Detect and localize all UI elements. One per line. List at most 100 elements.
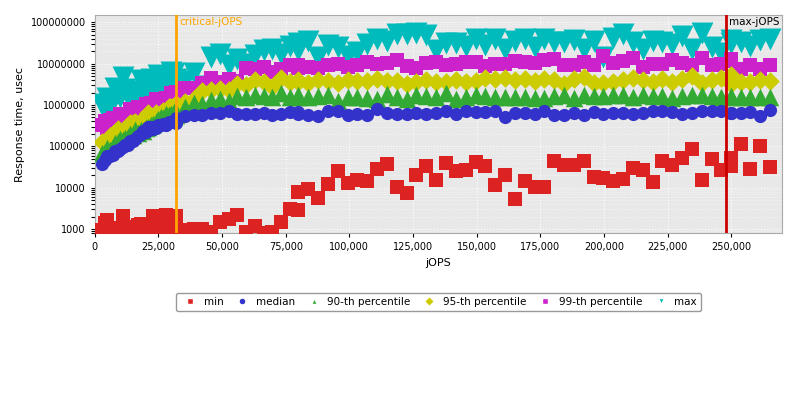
90-th percentile	[222, 98, 235, 105]
90-th percentile	[274, 90, 287, 96]
95-th percentile	[162, 104, 175, 110]
median	[187, 112, 200, 118]
max	[676, 33, 689, 39]
90-th percentile	[196, 100, 209, 107]
max	[342, 52, 354, 59]
90-th percentile	[103, 146, 116, 153]
99-th percentile	[111, 120, 124, 126]
95-th percentile	[322, 78, 334, 85]
99-th percentile	[150, 96, 162, 103]
95-th percentile	[410, 79, 423, 86]
95-th percentile	[636, 77, 649, 84]
median	[96, 161, 109, 167]
min	[646, 179, 659, 186]
95-th percentile	[587, 80, 600, 86]
max	[222, 62, 235, 68]
min	[469, 159, 482, 166]
95-th percentile	[666, 79, 678, 85]
95-th percentile	[578, 74, 590, 80]
max	[744, 43, 757, 50]
max	[715, 50, 728, 56]
99-th percentile	[715, 61, 728, 68]
median	[214, 110, 226, 116]
99-th percentile	[154, 96, 167, 102]
max	[257, 47, 270, 54]
median	[715, 108, 728, 115]
99-th percentile	[587, 62, 600, 68]
median	[676, 110, 689, 117]
99-th percentile	[706, 62, 718, 69]
max	[695, 30, 708, 36]
min	[597, 175, 610, 181]
max	[106, 98, 119, 104]
max	[165, 69, 178, 76]
95-th percentile	[144, 116, 157, 122]
99-th percentile	[231, 78, 244, 84]
median	[725, 110, 738, 116]
99-th percentile	[139, 101, 152, 108]
95-th percentile	[170, 101, 182, 107]
99-th percentile	[509, 58, 522, 64]
median	[617, 110, 630, 116]
95-th percentile	[196, 88, 209, 94]
90-th percentile	[109, 140, 122, 146]
95-th percentile	[597, 80, 610, 86]
max	[129, 98, 142, 104]
median	[170, 114, 182, 121]
median	[370, 106, 383, 112]
min	[538, 184, 550, 191]
median	[361, 111, 374, 118]
max	[587, 38, 600, 44]
90-th percentile	[479, 92, 492, 99]
min	[101, 217, 114, 223]
95-th percentile	[292, 79, 305, 86]
90-th percentile	[101, 145, 114, 151]
90-th percentile	[695, 92, 708, 98]
median	[257, 110, 270, 116]
median	[410, 110, 423, 116]
median	[139, 129, 152, 135]
max	[147, 80, 160, 87]
90-th percentile	[390, 94, 403, 100]
99-th percentile	[400, 63, 413, 69]
min	[763, 164, 776, 170]
min	[607, 178, 620, 184]
90-th percentile	[114, 136, 126, 142]
max	[754, 37, 766, 43]
min	[157, 223, 170, 230]
90-th percentile	[459, 94, 472, 100]
90-th percentile	[154, 114, 167, 120]
min	[302, 185, 314, 192]
90-th percentile	[381, 90, 394, 97]
90-th percentile	[98, 149, 111, 155]
median	[646, 108, 659, 114]
median	[312, 112, 325, 119]
min	[283, 206, 296, 212]
95-th percentile	[390, 78, 403, 84]
99-th percentile	[450, 60, 462, 67]
median	[222, 108, 235, 115]
median	[626, 111, 639, 118]
min	[292, 206, 305, 213]
max	[157, 83, 170, 89]
median	[152, 122, 165, 128]
median	[114, 146, 126, 152]
90-th percentile	[725, 92, 738, 99]
max	[96, 101, 109, 108]
max	[636, 46, 649, 52]
median	[274, 111, 287, 118]
99-th percentile	[744, 62, 757, 68]
median	[266, 112, 278, 118]
90-th percentile	[715, 94, 728, 100]
90-th percentile	[144, 122, 157, 129]
max	[450, 40, 462, 46]
median	[106, 152, 119, 158]
90-th percentile	[548, 93, 561, 99]
median	[695, 108, 708, 114]
90-th percentile	[137, 128, 150, 134]
95-th percentile	[440, 79, 453, 85]
90-th percentile	[96, 150, 109, 157]
99-th percentile	[196, 80, 209, 86]
min	[111, 225, 124, 232]
median	[567, 110, 580, 116]
